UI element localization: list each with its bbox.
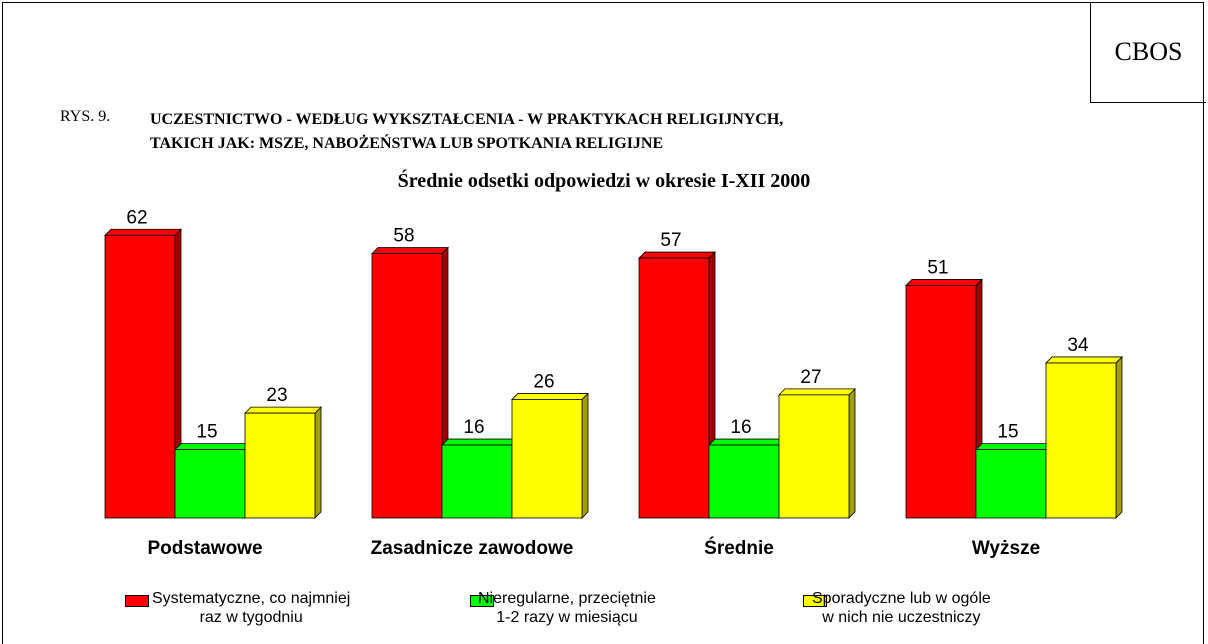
legend-swatch (125, 595, 149, 607)
bar-side (848, 387, 856, 519)
chart-title: UCZESTNICTWO - WEDŁUG WYKSZTAŁCENIA - W … (150, 111, 784, 152)
bar-top (511, 393, 589, 400)
value-label: 58 (393, 226, 414, 247)
value-label: 16 (463, 417, 484, 438)
bar-side (314, 406, 322, 519)
bar (441, 444, 513, 519)
bar-top (778, 388, 856, 396)
value-label: 15 (997, 422, 1018, 443)
bar-top (708, 438, 786, 446)
bar-top (905, 279, 983, 286)
value-label: 51 (927, 257, 948, 278)
bar-top (174, 443, 252, 451)
value-label: 26 (533, 371, 554, 392)
value-label: 34 (1067, 335, 1089, 356)
figure-label: RYS. 9. (60, 108, 111, 125)
legend-swatch (803, 595, 827, 607)
bar (708, 444, 780, 519)
value-label: 23 (266, 385, 287, 406)
bar-top (638, 251, 716, 259)
bar-top (104, 228, 182, 236)
legend-label: Nieregularne, przeciętnie 1-2 razy w mie… (478, 590, 656, 626)
value-label: 57 (660, 230, 681, 251)
value-label: 27 (800, 367, 821, 388)
bar (371, 253, 443, 519)
bar-top (371, 247, 449, 254)
bar (778, 394, 850, 519)
legend-label: Systematyczne, co najmniej raz w tygodni… (152, 590, 351, 626)
bar-top (244, 406, 322, 414)
legend-label: Sporadyczne lub w ogóle w nich nie uczes… (812, 590, 991, 626)
x-tick-label: Średnie (704, 537, 774, 559)
bar (104, 234, 176, 519)
bar (511, 399, 583, 519)
bar-side (1115, 355, 1123, 519)
bar-top (441, 438, 519, 446)
x-tick-label: Zasadnicze zawodowe (371, 538, 574, 559)
bar-top (975, 443, 1053, 451)
value-label: 62 (126, 207, 147, 228)
x-tick-label: Wyższe (972, 538, 1040, 559)
value-label: 15 (196, 422, 217, 443)
bar (174, 449, 246, 519)
value-label: 16 (730, 417, 751, 438)
badge: CBOS (1090, 2, 1206, 103)
bar-side (581, 392, 589, 519)
bar (638, 257, 710, 519)
bar (244, 412, 316, 519)
bar-top (1045, 356, 1123, 364)
bar (905, 285, 977, 519)
legend-swatch (470, 595, 494, 607)
chart-subtitle: Średnie odsetki odpowiedzi w okresie I-X… (397, 170, 811, 192)
x-tick-label: Podstawowe (147, 538, 262, 559)
bar (975, 449, 1047, 519)
bar (1045, 362, 1117, 519)
